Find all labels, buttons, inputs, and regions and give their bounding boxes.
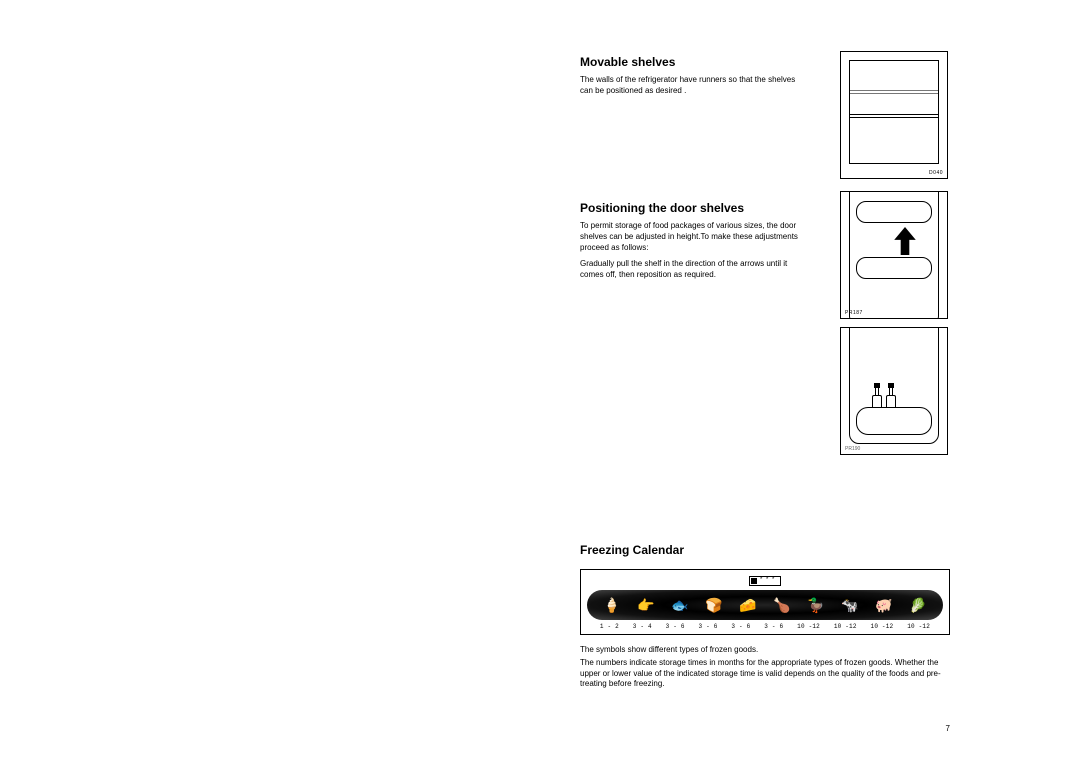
section-freezing-calendar: Freezing Calendar * * * 🍦 👉 🐟 🍞 🧀 🍗 🦆 🐄 🐖 🥬 1 - 2… [580,543,950,690]
freeze-note-2: The numbers indicate storage times in mo… [580,658,950,690]
storage-range: 3 - 6 [731,623,750,630]
storage-range: 10 -12 [871,623,894,630]
food-type-icon: 🍦 [603,598,620,612]
storage-range: 3 - 6 [699,623,718,630]
storage-range: 10 -12 [797,623,820,630]
food-type-icon: 🍞 [705,598,722,612]
figure-label-pr187: PR187 [845,310,863,316]
page-number: 7 [946,724,950,733]
section-movable-shelves: Movable shelves The walls of the refrige… [580,55,810,103]
up-arrow-icon [894,227,916,255]
figure-movable-shelves: D040 [840,51,948,179]
text-door-p1: To permit storage of food packages of va… [580,221,810,253]
food-type-icon: 🦆 [807,598,824,612]
food-type-icon: 👉 [637,598,654,612]
figure-door-remove: PR187 [840,191,948,319]
heading-freeze: Freezing Calendar [580,543,950,557]
text-movable: The walls of the refrigerator have runne… [580,75,810,97]
food-type-icon: 🐖 [875,598,892,612]
freeze-note-1: The symbols show different types of froz… [580,645,950,656]
storage-range: 3 - 6 [764,623,783,630]
food-icon-strip: 🍦 👉 🐟 🍞 🧀 🍗 🦆 🐄 🐖 🥬 [587,590,943,620]
section-door-shelves: Positioning the door shelves To permit s… [580,201,810,287]
food-type-icon: 🐄 [841,598,858,612]
figure-door-bottles: PR190 [840,327,948,455]
storage-range: 10 -12 [834,623,857,630]
food-type-icon: 🥬 [909,598,926,612]
figure-label-d040: D040 [929,170,943,176]
storage-range: 3 - 4 [633,623,652,630]
text-door-p2: Gradually pull the shelf in the directio… [580,259,810,281]
storage-range: 1 - 2 [600,623,619,630]
calendar-panel: * * * 🍦 👉 🐟 🍞 🧀 🍗 🦆 🐄 🐖 🥬 1 - 2 3 - 4 3 - 6 3 - 6 3 -… [580,569,950,635]
storage-range: 3 - 6 [666,623,685,630]
food-type-icon: 🧀 [739,598,756,612]
figure-label-pr190: PR190 [845,446,860,452]
heading-movable: Movable shelves [580,55,810,69]
star-rating-box: * * * [749,576,781,586]
storage-range-row: 1 - 2 3 - 4 3 - 6 3 - 6 3 - 6 3 - 6 10 -12 10 -… [587,620,943,632]
heading-door: Positioning the door shelves [580,201,810,215]
food-type-icon: 🍗 [773,598,790,612]
food-type-icon: 🐟 [671,598,688,612]
storage-range: 10 -12 [907,623,930,630]
